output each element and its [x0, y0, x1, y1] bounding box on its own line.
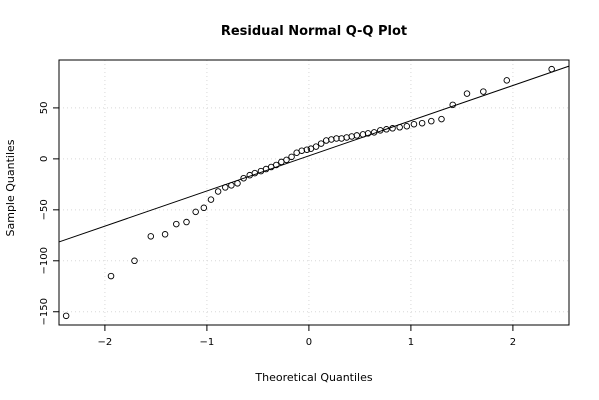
y-tick-label-4: 50 [39, 102, 50, 115]
data-point-50 [463, 90, 471, 97]
y-axis-ticks: −150 −100 −50 0 50 [39, 102, 59, 325]
y-axis-label: Sample Quantiles [4, 139, 17, 236]
y-tick-label-2: −50 [39, 199, 50, 220]
data-point-9 [207, 196, 215, 203]
data-point-49 [449, 101, 456, 109]
data-point-44 [403, 122, 411, 130]
data-point-29 [317, 140, 325, 147]
data-point-45 [410, 120, 418, 128]
data-point-6 [183, 218, 190, 226]
data-points [62, 65, 555, 320]
data-point-46 [418, 119, 426, 127]
data-point-8 [200, 204, 208, 212]
data-point-36 [353, 132, 361, 139]
chart-title: Residual Normal Q-Q Plot [221, 24, 407, 39]
data-point-7 [192, 208, 199, 216]
data-point-1 [107, 272, 115, 280]
data-point-31 [328, 136, 335, 143]
data-point-34 [343, 134, 350, 141]
x-tick-label-3: 1 [408, 337, 414, 348]
data-point-22 [283, 156, 290, 164]
data-point-4 [161, 231, 169, 238]
data-point-53 [548, 65, 555, 73]
x-tick-label-2: 0 [306, 337, 312, 348]
plot-frame [58, 59, 570, 326]
data-point-16 [251, 169, 259, 177]
data-point-39 [370, 129, 378, 136]
x-tick-label-1: −1 [200, 337, 215, 348]
grid-lines [59, 60, 569, 325]
reference-line-group [58, 65, 570, 243]
data-point-2 [131, 257, 138, 265]
data-point-13 [234, 180, 241, 187]
data-point-38 [364, 130, 372, 137]
data-point-3 [147, 233, 155, 240]
data-point-30 [322, 137, 330, 144]
data-point-5 [173, 220, 180, 228]
x-tick-label-4: 2 [510, 337, 516, 348]
data-point-25 [298, 147, 306, 154]
data-point-20 [273, 161, 280, 169]
x-tick-label-0: −2 [98, 337, 113, 348]
x-axis-label: Theoretical Quantiles [254, 371, 372, 384]
data-point-47 [428, 117, 435, 125]
data-point-35 [348, 133, 355, 140]
data-point-32 [333, 135, 340, 142]
data-point-14 [240, 174, 247, 182]
y-tick-label-0: −150 [39, 298, 50, 325]
x-axis-ticks: −2 −1 0 1 2 [98, 325, 516, 348]
y-tick-label-1: −100 [39, 247, 50, 274]
data-point-0 [62, 312, 70, 320]
data-point-10 [214, 188, 222, 195]
reference-line [58, 65, 570, 243]
data-point-23 [288, 153, 295, 161]
data-point-11 [222, 184, 229, 191]
data-point-51 [480, 88, 487, 95]
data-point-28 [312, 143, 320, 150]
data-point-42 [389, 125, 396, 132]
data-point-37 [359, 131, 367, 138]
y-tick-label-3: 0 [39, 156, 50, 162]
data-point-26 [303, 146, 311, 153]
data-point-43 [396, 124, 403, 131]
data-point-48 [438, 115, 445, 123]
data-point-52 [503, 77, 511, 84]
data-point-12 [228, 182, 235, 189]
data-point-40 [377, 127, 384, 134]
data-point-41 [383, 126, 390, 133]
